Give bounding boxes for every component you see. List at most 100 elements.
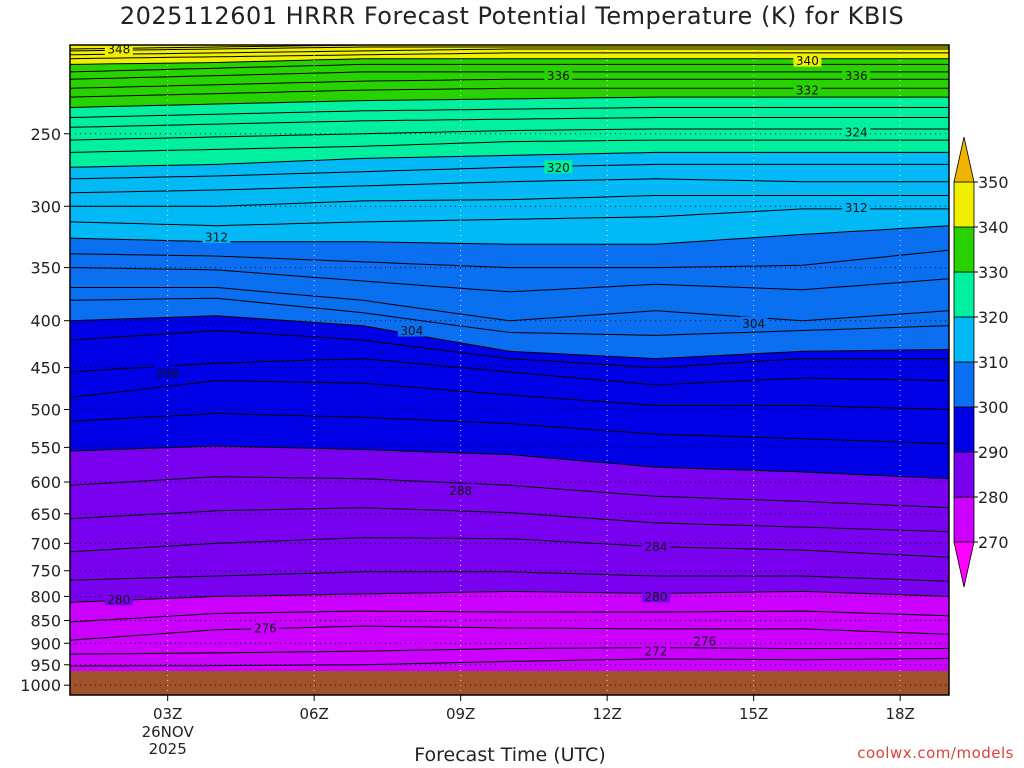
contour-label-bg xyxy=(793,83,822,97)
y-tick-label: 700 xyxy=(30,534,61,553)
colorbar-min-arrow xyxy=(953,541,975,588)
colorbar-swatch xyxy=(953,451,975,498)
isentrope-320 xyxy=(70,151,949,168)
contour-label-bg xyxy=(690,634,719,648)
colorbar-swatch xyxy=(953,496,975,543)
y-tick-label: 900 xyxy=(30,634,61,653)
theta-band xyxy=(70,330,949,385)
x-axis-label: Forecast Time (UTC) xyxy=(414,744,606,766)
contour-label: 272 xyxy=(645,645,668,659)
isentrope-328 xyxy=(70,107,949,118)
theta-band xyxy=(70,208,949,245)
isentrope-344 xyxy=(70,48,949,56)
theta-band xyxy=(70,152,949,179)
isentrope-312 xyxy=(70,208,949,227)
isentrope-316 xyxy=(70,178,949,194)
isentrope-334 xyxy=(70,78,949,89)
y-tick-label: 600 xyxy=(30,473,61,492)
contour-label-bg xyxy=(202,229,231,243)
y-tick-label: 850 xyxy=(30,612,61,631)
y-tick-label: 350 xyxy=(30,259,61,278)
y-tick-label: 750 xyxy=(30,562,61,581)
isentrope-330 xyxy=(70,96,949,108)
theta-band xyxy=(70,140,949,168)
isentrope-324 xyxy=(70,128,949,141)
isentrope-322 xyxy=(70,139,949,153)
isentrope-302 xyxy=(70,297,949,336)
x-tick-label: 03Z xyxy=(153,705,182,723)
contour-label-bg xyxy=(642,539,670,553)
y-tick-label: 550 xyxy=(30,438,61,457)
y-tick-label: 1000 xyxy=(20,676,61,695)
theta-band xyxy=(70,298,949,359)
isentrope-306 xyxy=(70,267,949,293)
contour-label-bg xyxy=(842,68,871,82)
contour-label-bg xyxy=(842,200,871,214)
contour-label-bg xyxy=(739,316,768,330)
contour-label-bg xyxy=(544,68,573,82)
y-tick-label: 400 xyxy=(30,312,61,331)
contour-label-bg xyxy=(397,323,426,337)
x-tick-label: 12Z xyxy=(592,705,621,723)
theta-band xyxy=(70,626,949,655)
isentrope-276 xyxy=(70,625,949,641)
theta-band xyxy=(70,287,949,336)
contour-label: 320 xyxy=(547,161,570,175)
contour-label-bg xyxy=(793,53,822,67)
theta-band xyxy=(70,88,949,108)
contour-label-bg xyxy=(104,592,133,606)
theta-band xyxy=(70,591,949,622)
isentrope-278 xyxy=(70,610,949,623)
colorbar-tick-label: 270 xyxy=(978,533,1009,552)
chart-title: 2025112601 HRRR Forecast Potential Tempe… xyxy=(119,2,905,30)
isentrope-282 xyxy=(70,571,949,582)
theta-band xyxy=(70,178,949,207)
y-tick-label: 300 xyxy=(30,197,61,216)
theta-band xyxy=(70,571,949,603)
contour-label-bg xyxy=(446,483,475,497)
contour-label: 336 xyxy=(845,69,868,83)
plot-frame xyxy=(69,44,950,696)
contour-label-bg xyxy=(251,620,280,634)
colorbar-swatch xyxy=(953,271,975,318)
x-tick-label: 15Z xyxy=(739,705,768,723)
isentrope-298 xyxy=(70,329,949,369)
contour-label: 336 xyxy=(547,69,570,83)
theta-band xyxy=(70,358,949,410)
isentrope-296 xyxy=(70,358,949,386)
isentrope-318 xyxy=(70,163,949,180)
isentrope-272 xyxy=(70,657,949,667)
theta-band xyxy=(70,129,949,153)
theta-band xyxy=(70,315,949,368)
colorbar-swatch xyxy=(953,361,975,408)
isentrope-314 xyxy=(70,195,949,207)
theta-band xyxy=(70,49,949,59)
y-tick-label: 500 xyxy=(30,400,61,419)
contour-label: 284 xyxy=(645,540,668,554)
contour-label-bg xyxy=(642,589,670,603)
isentrope-290 xyxy=(70,445,949,480)
theta-band xyxy=(70,71,949,89)
isentrope-304 xyxy=(70,287,949,322)
theta-band xyxy=(70,195,949,226)
colorbar-swatch xyxy=(953,226,975,273)
contour-label-bg xyxy=(153,365,182,379)
colorbar-max-arrow xyxy=(953,136,975,183)
contour-label: 348 xyxy=(107,42,130,56)
colorbar-tick-label: 350 xyxy=(978,173,1009,192)
colorbar-swatch xyxy=(953,316,975,363)
colorbar-tick-label: 340 xyxy=(978,218,1009,237)
theta-band xyxy=(70,225,949,268)
isentrope-300 xyxy=(70,315,949,360)
theta-band xyxy=(70,58,949,72)
x-tick-date: 2025 xyxy=(149,740,187,758)
contour-label: 276 xyxy=(693,635,716,649)
colorbar-tick-label: 330 xyxy=(978,263,1009,282)
isentrope-294 xyxy=(70,380,949,410)
y-tick-label: 650 xyxy=(30,505,61,524)
colorbar-tick-label: 300 xyxy=(978,398,1009,417)
theta-band xyxy=(70,445,949,508)
isentrope-284 xyxy=(70,537,949,558)
x-tick-label: 09Z xyxy=(446,705,475,723)
